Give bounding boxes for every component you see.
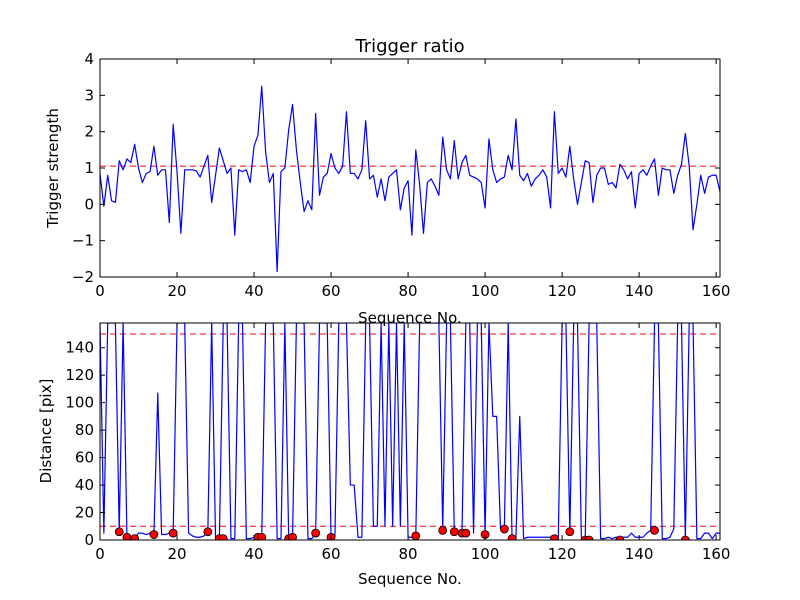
top-y-axis-label: Trigger strength — [44, 108, 62, 229]
top-ticks: 0 20 40 60 80 100 120 140 160 −2 −1 0 1 2 3 4 — [72, 50, 731, 300]
bottom-data-point — [203, 527, 213, 537]
bottom-data-point — [438, 525, 448, 535]
bottom-data-point — [507, 534, 517, 540]
bottom-y-tick-label: 80 — [75, 421, 94, 439]
bottom-y-axis-label: Distance [pix] — [37, 379, 55, 484]
bottom-data-point — [615, 535, 625, 540]
bottom-y-tick-label: 140 — [65, 339, 94, 357]
top-x-tick-label: 120 — [548, 282, 577, 300]
top-x-tick-label: 0 — [95, 282, 105, 300]
bottom-data-point — [218, 534, 228, 540]
bottom-y-tick-label: 60 — [75, 449, 94, 467]
bottom-x-tick-label: 140 — [625, 545, 654, 563]
bottom-axes-frame — [99, 322, 721, 541]
top-x-tick-label: 160 — [702, 282, 731, 300]
top-y-tick-label: −2 — [72, 268, 94, 286]
bottom-data-point — [114, 527, 124, 537]
top-y-tick-label: 3 — [84, 86, 94, 104]
bottom-data-point — [680, 535, 690, 540]
bottom-data-point — [130, 534, 140, 540]
bottom-series-line — [100, 323, 720, 540]
top-y-tick-label: −1 — [72, 232, 94, 250]
bottom-data-point — [168, 528, 178, 538]
top-series-line — [100, 85, 720, 273]
bottom-data-point — [499, 524, 509, 534]
bottom-y-tick-label: 0 — [84, 531, 94, 549]
bottom-data-point — [461, 528, 471, 538]
bottom-plot-area — [100, 323, 720, 540]
top-x-tick-label: 60 — [322, 282, 341, 300]
bottom-x-tick-label: 0 — [95, 545, 105, 563]
bottom-x-tick-label: 40 — [244, 545, 263, 563]
bottom-x-axis-label: Sequence No. — [358, 570, 462, 588]
top-chart: Trigger ratio 0 20 40 60 80 100 120 140 160−2−10… — [44, 36, 730, 327]
bottom-x-tick-label: 80 — [399, 545, 418, 563]
bottom-y-tick-label: 20 — [75, 504, 94, 522]
top-y-tick-label: 4 — [84, 50, 94, 68]
bottom-y-tick-label: 120 — [65, 366, 94, 384]
bottom-x-tick-label: 60 — [322, 545, 341, 563]
bottom-data-point — [149, 530, 159, 539]
top-plot-area — [100, 85, 720, 273]
top-chart-title: Trigger ratio — [354, 36, 464, 57]
bottom-chart: 0 20 40 60 80 100 120 140 160020406080100120140 … — [37, 322, 730, 588]
bottom-data-point — [550, 534, 559, 540]
bottom-data-point — [288, 532, 297, 540]
bottom-data-point — [411, 531, 421, 540]
bottom-data-point — [584, 535, 594, 540]
top-x-tick-label: 100 — [471, 282, 500, 300]
bottom-data-point — [257, 532, 267, 540]
bottom-data-point — [311, 528, 321, 538]
top-y-tick-label: 1 — [84, 159, 94, 177]
top-y-tick-label: 2 — [84, 123, 94, 141]
top-x-tick-label: 140 — [625, 282, 654, 300]
top-x-tick-label: 20 — [167, 282, 186, 300]
top-y-tick-label: 0 — [84, 195, 94, 213]
bottom-ticks: 0 20 40 60 80 100 120 140 160 0 20 40 60 80 100 120 140 — [65, 323, 730, 563]
bottom-data-point — [650, 525, 659, 535]
top-x-tick-label: 40 — [244, 282, 263, 300]
bottom-x-tick-label: 100 — [471, 545, 500, 563]
bottom-data-point — [565, 527, 575, 537]
bottom-x-tick-label: 120 — [548, 545, 577, 563]
bottom-x-tick-label: 160 — [702, 545, 731, 563]
bottom-x-tick-label: 20 — [167, 545, 186, 563]
top-axes-frame — [99, 58, 721, 278]
bottom-y-tick-label: 40 — [75, 476, 94, 494]
bottom-data-point — [449, 527, 459, 537]
top-x-tick-label: 80 — [399, 282, 418, 300]
bottom-y-tick-label: 100 — [65, 394, 94, 412]
